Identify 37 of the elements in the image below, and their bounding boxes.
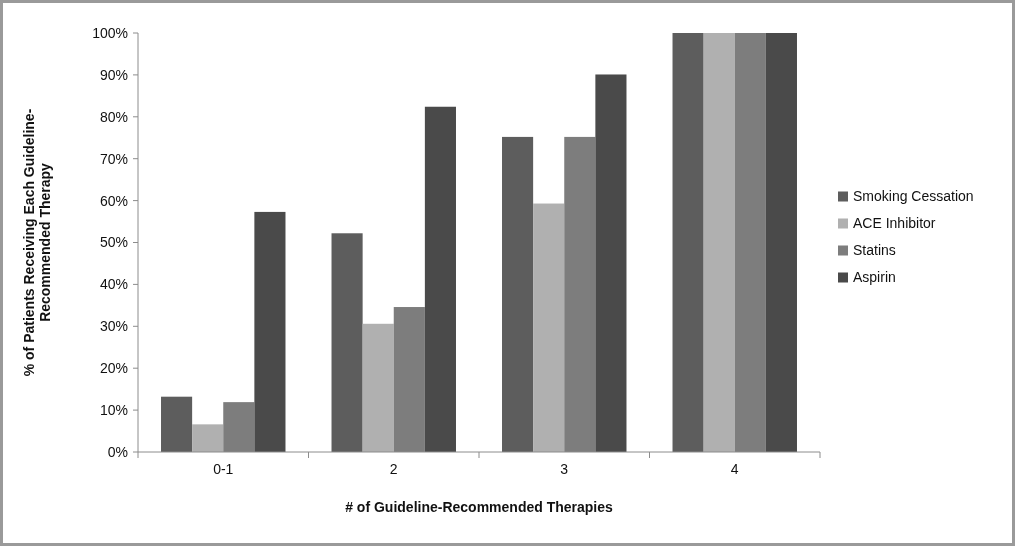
y-tick-label: 80%	[99, 108, 128, 125]
y-tick-label: 30%	[99, 318, 128, 335]
bar	[703, 33, 735, 452]
bar	[533, 203, 565, 452]
bar	[734, 33, 766, 452]
bar	[672, 33, 704, 452]
y-tick-label: 50%	[99, 234, 128, 251]
bar	[564, 136, 596, 452]
y-tick-label: 100%	[92, 24, 128, 41]
y-tick-label: 70%	[99, 150, 128, 167]
bar	[362, 323, 394, 452]
x-tick-label: 0-1	[213, 461, 234, 477]
bar	[595, 74, 627, 452]
x-tick-label: 3	[560, 461, 569, 477]
bar	[331, 233, 363, 452]
bar	[223, 402, 255, 452]
legend-label: ACE Inhibitor	[853, 215, 936, 232]
bar	[502, 136, 534, 452]
y-tick-label: 60%	[99, 192, 128, 209]
y-tick-label: 40%	[99, 276, 128, 293]
y-axis-title: % of Patients Receiving Each Guideline-Recommended Therapy	[20, 108, 54, 377]
bar	[393, 307, 425, 452]
bar	[765, 33, 797, 452]
x-tick-label: 2	[389, 461, 398, 477]
legend-label: Smoking Cessation	[853, 188, 974, 205]
y-tick-label: 0%	[107, 443, 128, 460]
bar	[254, 211, 286, 452]
bar	[424, 106, 456, 452]
x-tick-label: 4	[730, 461, 739, 477]
bar	[192, 424, 224, 452]
y-tick-label: 20%	[99, 360, 128, 377]
bar	[161, 396, 193, 452]
x-axis-title: # of Guideline-Recommended Therapies	[345, 499, 614, 515]
legend-label: Aspirin	[853, 269, 896, 286]
y-tick-label: 90%	[99, 66, 128, 83]
y-tick-label: 10%	[99, 402, 128, 418]
legend-label: Statins	[853, 242, 896, 259]
